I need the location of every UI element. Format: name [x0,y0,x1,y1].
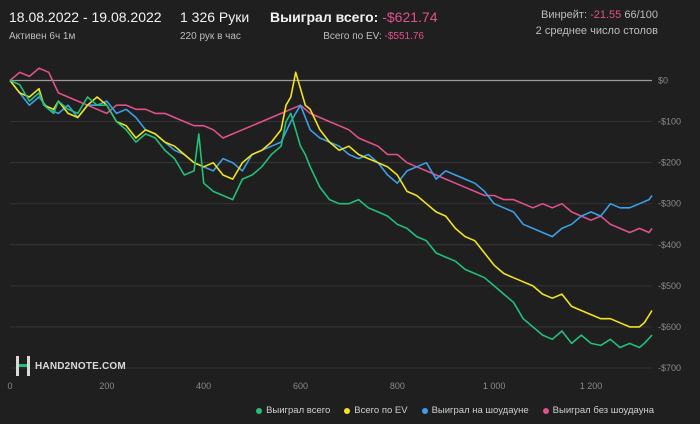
x-tick-label: 200 [99,381,114,391]
avg-tables: 2 среднее число столов [535,25,658,37]
x-tick-label: 1 000 [483,381,506,391]
legend-dot [421,407,428,414]
hands-per-hour: 220 рук в час [180,31,241,42]
legend-dot [542,407,549,414]
series-line-non-showdown [9,67,653,234]
winrate-label: Винрейт: [540,9,588,21]
y-tick-label: -$300 [658,199,681,209]
legend-dot [344,407,351,414]
hand2note-logo: HAND2NOTE.COM [16,356,126,376]
winrate-value: -21.55 [590,9,622,21]
y-tick-label: -$500 [658,281,681,291]
winrate-block: Винрейт: -21.55 66/100 2 среднее число с… [536,9,658,37]
chart-legend: Выиграл всего Всего по EV Выиграл на шоу… [256,405,654,416]
legend-item-showdown[interactable]: Выиграл на шоудауне [421,405,529,416]
hand2note-logo-icon [16,356,30,376]
ev-label: Всего по EV: [323,31,382,42]
y-tick-label: -$400 [658,240,681,250]
date-range: 18.08.2022 - 19.08.2022 [9,9,162,25]
x-tick-label: 600 [293,381,308,391]
stats-header: 18.08.2022 - 19.08.2022 Активен 6ч 1м 1 … [0,0,700,46]
legend-label: Выиграл на шоудауне [431,405,529,416]
legend-dot [256,407,263,414]
x-tick-label: 0 [7,381,12,391]
legend-item-ev[interactable]: Всего по EV [344,405,408,416]
winrate-unit: 66/100 [624,9,658,21]
legend-label: Всего по EV [354,405,408,416]
grid-layer [10,79,652,369]
x-tick-label: 1 200 [580,381,603,391]
legend-item-non-showdown[interactable]: Выиграл без шоудауна [542,405,654,416]
hand2note-logo-text: HAND2NOTE.COM [35,360,126,372]
ev-value: -$551.76 [384,31,424,42]
won-label: Выиграл всего: [270,9,379,25]
legend-label: Выиграл без шоудауна [552,405,654,416]
series-line-showdown [9,80,653,238]
y-tick-label: $0 [658,76,668,86]
won-value: -$621.74 [382,9,438,25]
y-tick-label: -$600 [658,322,681,332]
legend-item-won[interactable]: Выиграл всего [256,405,330,416]
series-line-won [9,79,653,349]
y-tick-label: -$100 [658,117,681,127]
y-tick-label: -$200 [658,158,681,168]
active-time: Активен 6ч 1м [9,31,76,42]
hands-block: 1 326 Руки 220 рук в час [180,9,249,42]
hands-count: 1 326 Руки [180,9,250,25]
x-tick-label: 800 [390,381,405,391]
won-block: Выиграл всего: -$621.74 Всего по EV: -$5… [270,9,438,42]
date-block: 18.08.2022 - 19.08.2022 Активен 6ч 1м [9,9,162,42]
legend-label: Выиграл всего [266,405,331,416]
tick-layer: $0 -$100 -$200 -$300 -$400 -$500 -$600 -$700 0 20… [7,76,681,391]
x-tick-label: 400 [196,381,211,391]
series-layer [9,67,653,349]
y-tick-label: -$700 [658,363,681,373]
